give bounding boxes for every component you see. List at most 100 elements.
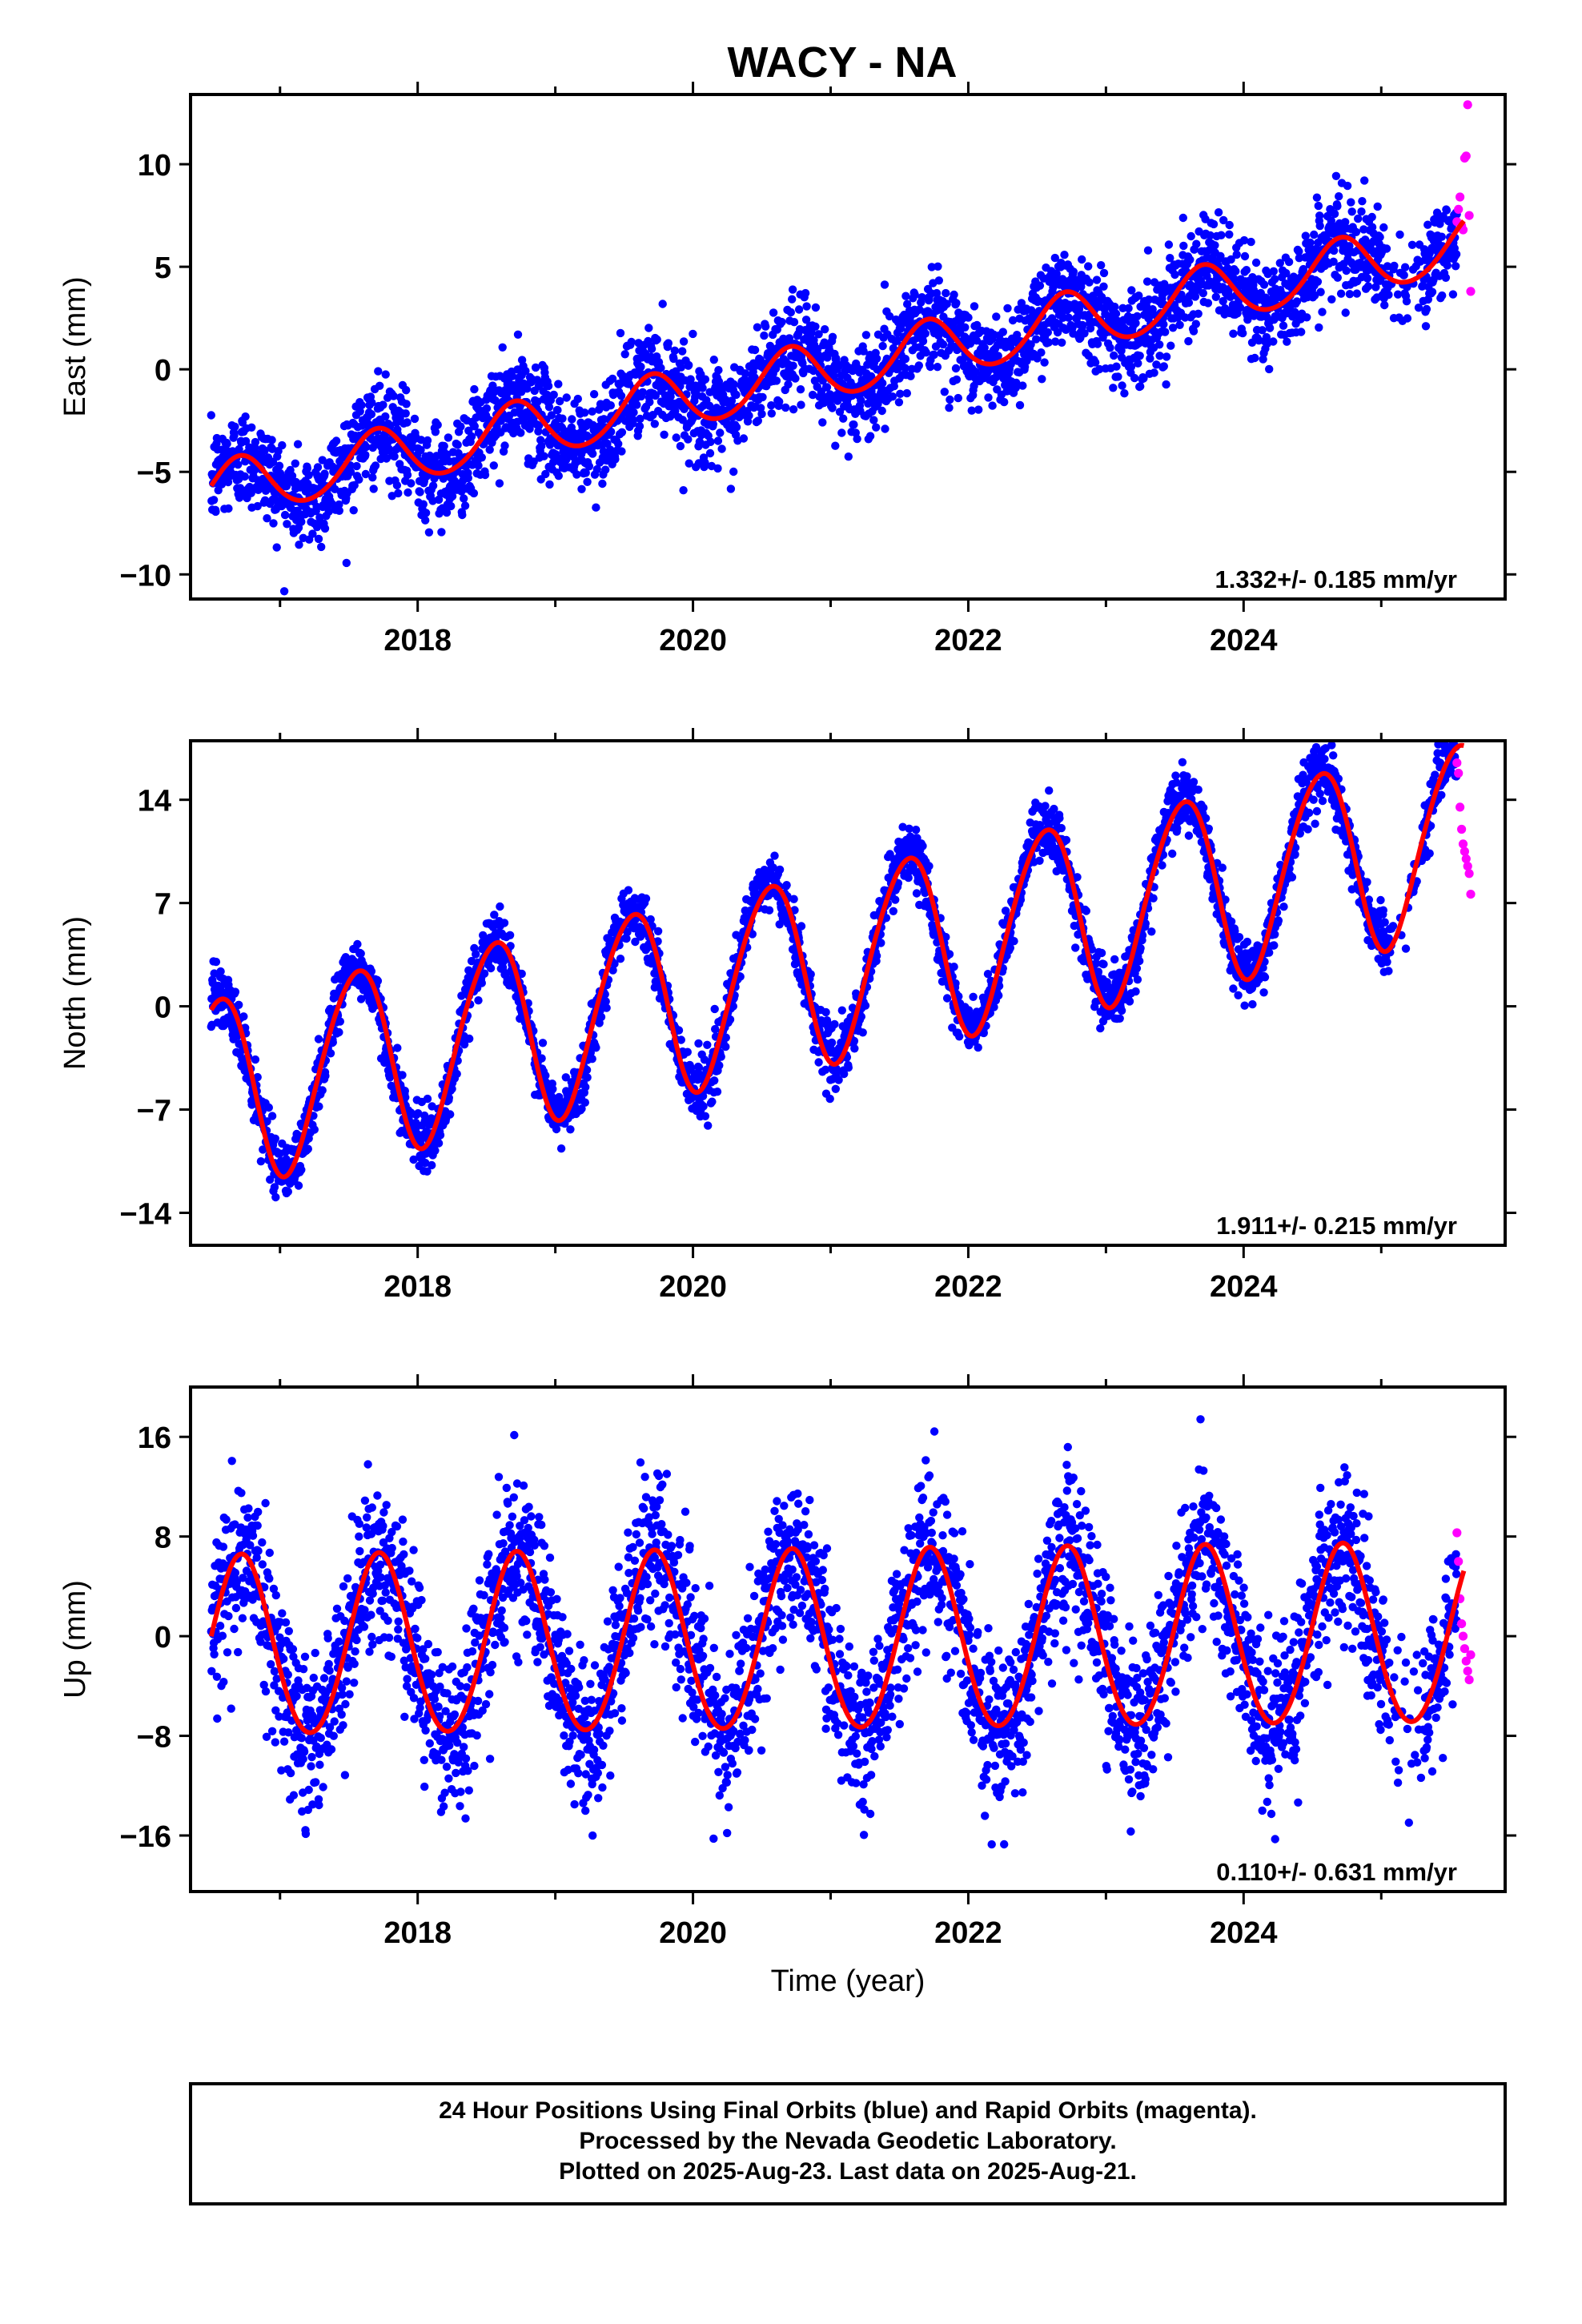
data-point bbox=[670, 346, 679, 355]
data-point bbox=[902, 388, 912, 398]
data-point bbox=[705, 401, 714, 410]
data-point bbox=[1231, 267, 1240, 275]
data-point bbox=[1186, 231, 1195, 241]
data-point bbox=[1097, 261, 1106, 270]
data-point bbox=[992, 312, 1001, 321]
data-point bbox=[1442, 206, 1452, 215]
data-point bbox=[1013, 331, 1022, 340]
data-point bbox=[903, 300, 912, 308]
data-point bbox=[844, 452, 853, 461]
data-point bbox=[1423, 220, 1432, 229]
data-point bbox=[1345, 242, 1354, 251]
data-point bbox=[888, 392, 897, 401]
data-point bbox=[942, 300, 951, 308]
data-point bbox=[716, 428, 725, 437]
data-point bbox=[1217, 231, 1226, 239]
data-point bbox=[1315, 221, 1324, 231]
data-point bbox=[777, 317, 786, 327]
data-point bbox=[1110, 302, 1119, 312]
data-point bbox=[869, 416, 878, 424]
data-point bbox=[1335, 192, 1343, 201]
data-point bbox=[1403, 314, 1412, 323]
data-point bbox=[717, 1052, 725, 1061]
data-point bbox=[1329, 257, 1338, 266]
data-point bbox=[689, 329, 697, 339]
data-point bbox=[616, 392, 626, 400]
plot-frame bbox=[189, 93, 1507, 601]
data-point bbox=[1282, 268, 1291, 278]
data-point bbox=[394, 489, 403, 498]
data-point bbox=[424, 528, 434, 537]
data-point bbox=[259, 1145, 267, 1154]
data-point bbox=[671, 407, 680, 416]
data-point bbox=[251, 1055, 260, 1064]
data-point bbox=[361, 469, 370, 479]
data-point bbox=[452, 1069, 461, 1079]
data-point bbox=[568, 415, 576, 424]
data-point bbox=[544, 403, 554, 412]
data-point bbox=[1347, 207, 1356, 216]
data-point bbox=[1139, 374, 1148, 383]
data-point bbox=[457, 991, 466, 1000]
data-point bbox=[433, 420, 442, 429]
data-point bbox=[357, 400, 366, 410]
data-point bbox=[328, 1038, 337, 1047]
data-point bbox=[906, 372, 915, 380]
y-tick-label: −5 bbox=[137, 456, 171, 490]
data-point bbox=[616, 328, 625, 338]
data-point bbox=[1373, 202, 1382, 211]
data-point bbox=[291, 459, 299, 468]
data-point bbox=[572, 470, 581, 479]
data-point bbox=[1084, 262, 1093, 271]
data-point bbox=[1064, 313, 1073, 322]
data-point bbox=[263, 1117, 271, 1126]
data-point bbox=[717, 444, 726, 453]
data-point bbox=[715, 1061, 724, 1070]
data-point bbox=[1336, 289, 1346, 298]
data-point bbox=[811, 322, 820, 331]
data-point bbox=[834, 361, 844, 370]
data-point bbox=[917, 293, 926, 302]
data-point bbox=[645, 397, 654, 407]
data-point bbox=[1361, 235, 1370, 244]
data-point bbox=[1124, 304, 1133, 313]
data-point bbox=[381, 412, 390, 421]
data-point bbox=[638, 388, 647, 396]
data-point bbox=[611, 455, 620, 464]
data-point bbox=[1358, 197, 1367, 206]
data-point bbox=[1452, 262, 1460, 271]
data-point bbox=[554, 380, 563, 388]
data-point bbox=[664, 339, 673, 348]
data-point bbox=[1134, 359, 1142, 368]
data-point bbox=[561, 1073, 570, 1082]
data-point bbox=[531, 363, 540, 372]
data-point bbox=[1159, 362, 1169, 371]
data-point bbox=[431, 1146, 440, 1156]
rapid-data-point bbox=[1461, 151, 1471, 161]
data-point bbox=[669, 354, 678, 364]
data-point bbox=[1099, 282, 1108, 291]
data-point bbox=[721, 1033, 730, 1042]
data-point bbox=[231, 422, 239, 431]
data-point bbox=[942, 288, 950, 298]
data-point bbox=[629, 408, 638, 417]
data-point bbox=[465, 1034, 474, 1043]
data-point bbox=[636, 414, 644, 424]
data-point bbox=[1159, 320, 1168, 329]
data-point bbox=[788, 295, 797, 304]
data-point bbox=[464, 473, 472, 483]
data-point bbox=[1279, 321, 1288, 330]
data-point bbox=[581, 468, 590, 477]
data-point bbox=[1327, 295, 1336, 304]
data-point bbox=[256, 1157, 266, 1166]
data-point bbox=[403, 470, 412, 480]
data-point bbox=[973, 320, 982, 330]
data-point bbox=[784, 380, 793, 389]
data-point bbox=[1342, 266, 1351, 275]
data-point bbox=[260, 446, 269, 455]
data-point bbox=[745, 411, 753, 420]
data-point bbox=[748, 930, 757, 939]
data-point bbox=[235, 444, 243, 454]
data-point bbox=[881, 424, 889, 433]
data-point bbox=[1209, 219, 1219, 229]
